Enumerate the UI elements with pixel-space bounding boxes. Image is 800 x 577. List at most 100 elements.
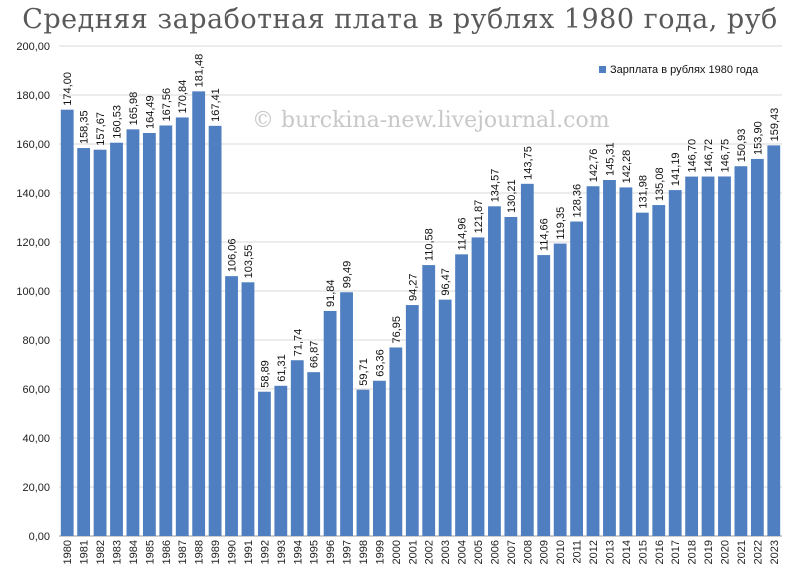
- bar: [520, 183, 534, 536]
- bar: [274, 385, 288, 536]
- data-label: 146,72: [703, 139, 715, 173]
- data-label: 94,27: [407, 274, 419, 302]
- data-label: 63,36: [374, 349, 386, 377]
- data-label: 153,90: [752, 121, 764, 155]
- bar: [60, 109, 74, 536]
- data-label: 130,21: [506, 179, 518, 213]
- data-label: 96,47: [440, 268, 452, 296]
- x-tick-label: 2015: [637, 540, 649, 564]
- x-tick-label: 1994: [292, 540, 304, 564]
- bar: [175, 117, 189, 536]
- x-tick-label: 1997: [342, 540, 354, 564]
- data-label: 150,93: [736, 129, 748, 163]
- x-tick-label: 2022: [752, 540, 764, 564]
- legend: Зарплата в рублях 1980 года: [599, 64, 759, 76]
- bar: [142, 132, 156, 536]
- x-tick-label: 2018: [687, 540, 699, 564]
- bar: [619, 187, 633, 536]
- data-label: 170,84: [177, 80, 189, 114]
- bar: [767, 145, 781, 537]
- data-label: 134,57: [489, 169, 501, 203]
- x-tick-label: 2023: [769, 540, 781, 564]
- x-tick-label: 2005: [473, 540, 485, 564]
- bar: [307, 372, 321, 536]
- x-tick-label: 2008: [522, 540, 534, 564]
- data-label: 76,95: [391, 316, 403, 344]
- data-label: 158,35: [79, 110, 91, 144]
- data-label: 131,98: [637, 175, 649, 209]
- y-tick-label: 60,00: [22, 384, 50, 396]
- bar: [438, 299, 452, 536]
- data-label: 121,87: [473, 200, 485, 234]
- x-tick-label: 2013: [604, 540, 616, 564]
- x-tick-label: 1984: [128, 540, 140, 564]
- x-tick-label: 2001: [407, 540, 419, 564]
- bar: [504, 216, 518, 536]
- bar: [77, 148, 91, 537]
- x-tick-label: 1987: [177, 540, 189, 564]
- y-tick-label: 140,00: [16, 188, 50, 200]
- bar: [685, 176, 699, 536]
- data-label: 135,08: [654, 167, 666, 201]
- y-tick-label: 80,00: [22, 335, 50, 347]
- bars: [60, 91, 781, 537]
- data-label: 91,84: [325, 279, 337, 307]
- x-tick-label: 2012: [588, 540, 600, 564]
- x-tick-label: 1999: [374, 540, 386, 564]
- x-tick-label: 1980: [62, 540, 74, 564]
- x-tick-label: 2003: [440, 540, 452, 564]
- y-tick-label: 180,00: [16, 90, 50, 102]
- x-tick-label: 1990: [227, 540, 239, 564]
- x-tick-label: 2021: [736, 540, 748, 564]
- bar: [159, 125, 173, 536]
- data-label: 174,00: [62, 72, 74, 106]
- bar: [537, 255, 551, 536]
- data-label: 110,58: [424, 228, 436, 261]
- data-label: 99,49: [342, 261, 354, 289]
- data-label: 143,75: [522, 146, 534, 180]
- x-tick-label: 1989: [210, 540, 222, 564]
- data-label: 71,74: [292, 329, 304, 357]
- x-tick-label: 1985: [144, 540, 156, 564]
- bar: [208, 125, 222, 537]
- x-tick-label: 2006: [489, 540, 501, 564]
- bar: [110, 142, 123, 536]
- bar: [488, 206, 501, 536]
- bar: [323, 310, 337, 536]
- bar: [340, 292, 353, 536]
- bar: [241, 282, 255, 536]
- x-tick-label: 1983: [112, 540, 124, 564]
- data-label: 103,55: [243, 245, 255, 279]
- bar: [373, 380, 386, 536]
- chart-title: Средняя заработная плата в рублях 1980 г…: [22, 4, 778, 35]
- data-label: 164,49: [144, 95, 156, 129]
- y-tick-label: 100,00: [16, 286, 50, 298]
- bar: [603, 179, 616, 537]
- bar: [701, 176, 715, 536]
- bar: [389, 347, 403, 536]
- data-label: 59,71: [358, 358, 370, 386]
- x-tick-label: 1992: [259, 540, 271, 564]
- y-tick-label: 0,00: [29, 531, 50, 543]
- x-tick-label: 2020: [719, 540, 731, 564]
- x-tick-label: 1982: [95, 540, 107, 564]
- x-tick-label: 2014: [621, 540, 633, 564]
- x-tick-label: 2019: [703, 540, 715, 564]
- x-tick-label: 2016: [654, 540, 666, 564]
- x-tick-label: 2010: [555, 540, 567, 564]
- y-tick-label: 120,00: [16, 237, 50, 249]
- data-label: 66,87: [309, 341, 321, 369]
- bar: [734, 166, 748, 536]
- x-tick-label: 2011: [572, 540, 584, 564]
- legend-label: Зарплата в рублях 1980 года: [610, 64, 759, 76]
- y-tick-label: 160,00: [16, 139, 50, 151]
- x-tick-label: 1995: [309, 540, 321, 564]
- watermark: © burckina-new.livejournal.com: [252, 108, 610, 133]
- x-tick-label: 2002: [424, 540, 436, 564]
- data-label: 128,36: [572, 184, 584, 218]
- data-label: 142,76: [588, 149, 600, 183]
- y-tick-label: 40,00: [22, 433, 50, 445]
- data-labels: 174,00 158,35 157,67 160,53 165,98 164,49 167,…: [62, 54, 781, 388]
- data-label: 181,48: [194, 54, 206, 88]
- bar: [668, 190, 682, 536]
